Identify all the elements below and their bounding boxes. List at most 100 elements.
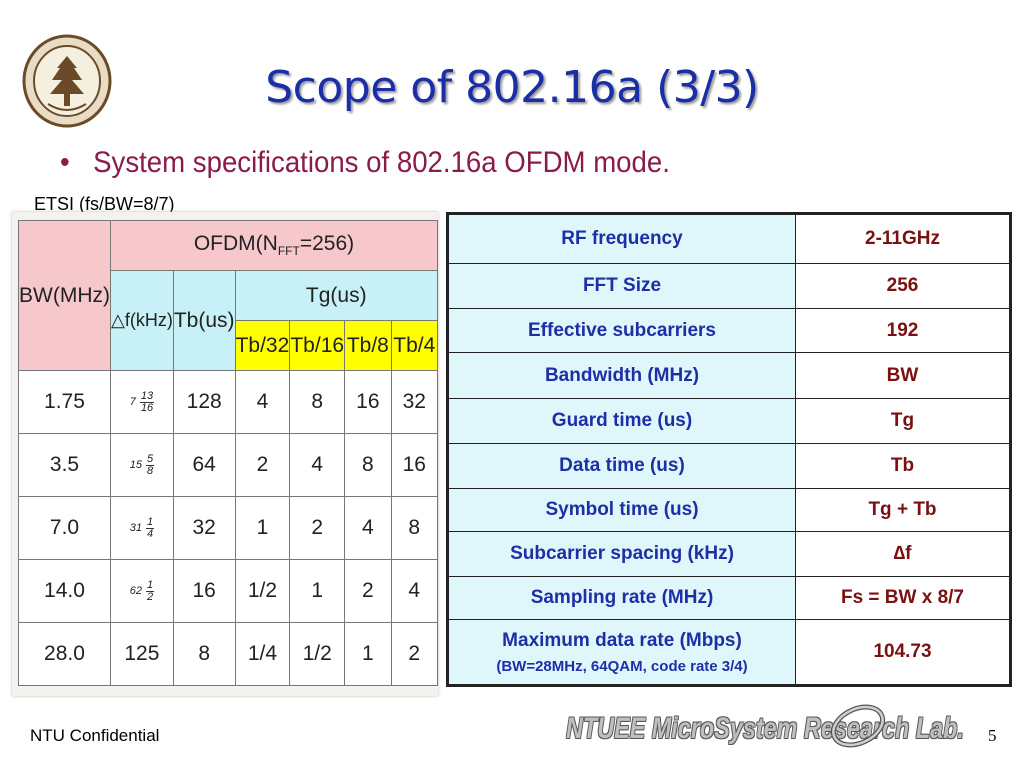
footer-confidential: NTU Confidential <box>30 726 160 745</box>
cell-bw: 3.5 <box>18 433 111 497</box>
cell-tg: 1/2 <box>234 559 291 623</box>
ofdm-parameter-table-image: BW(MHz) OFDM(NFFT=256) △f(kHz) Tb(us) Tg… <box>12 212 439 696</box>
cell-delta-f: 125 <box>109 622 174 686</box>
spec-key: RF frequency <box>447 213 796 264</box>
df-whole: 62 <box>129 585 142 598</box>
cell-delta-f: 15 5 8 <box>109 433 174 497</box>
cell-tg: 1/4 <box>234 622 291 686</box>
spec-key: Subcarrier spacing (kHz) <box>447 531 796 577</box>
cell-tg: 16 <box>344 370 392 434</box>
spec-value: Tg + Tb <box>795 488 1011 532</box>
header-tg: Tg(us) <box>234 270 439 321</box>
bullet-item: • System specifications of 802.16a OFDM m… <box>60 146 670 180</box>
cell-tg: 2 <box>344 559 392 623</box>
df-denominator: 16 <box>140 401 154 414</box>
spec-row: Guard time (us) Tg <box>447 398 1011 444</box>
df-whole: 7 <box>129 396 136 409</box>
cell-tg: 8 <box>344 433 392 497</box>
university-seal-logo <box>22 34 112 128</box>
cell-bw: 28.0 <box>18 622 111 686</box>
cell-tb: 64 <box>172 433 236 497</box>
cell-tg: 2 <box>390 622 439 686</box>
bullet-marker: • <box>60 146 70 179</box>
spec-row: FFT Size 256 <box>447 263 1011 309</box>
header-delta-f: △f(kHz) <box>109 270 174 371</box>
cell-delta-f: 62 1 2 <box>109 559 174 623</box>
table-row: 14.0 62 1 2 16 1/2 1 2 4 <box>18 559 439 623</box>
cell-tg: 32 <box>390 370 439 434</box>
cell-tb: 32 <box>172 496 236 560</box>
spec-key-cell: Maximum data rate (Mbps) (BW=28MHz, 64QA… <box>447 619 796 686</box>
etsi-label: ETSI (fs/BW=8/7) <box>34 194 175 214</box>
lab-logo-text: NTUEE MicroSystem Research Lab. <box>566 712 964 745</box>
cell-tg: 4 <box>390 559 439 623</box>
spec-row: Subcarrier spacing (kHz) ∆f <box>447 531 1011 577</box>
spec-value: 2-11GHz <box>795 213 1011 264</box>
cell-tg: 2 <box>289 496 346 560</box>
header-ofdm-suffix: =256) <box>299 232 355 256</box>
cell-bw: 14.0 <box>18 559 111 623</box>
cell-tg: 4 <box>234 370 291 434</box>
spec-row: RF frequency 2-11GHz <box>447 213 1011 264</box>
spec-value: BW <box>795 352 1011 399</box>
spec-row: Symbol time (us) Tg + Tb <box>447 488 1011 532</box>
cell-delta-f: 31 1 4 <box>109 496 174 560</box>
df-fraction: 13 16 <box>139 390 155 414</box>
cell-tg: 4 <box>289 433 346 497</box>
header-tb: Tb(us) <box>172 270 236 371</box>
spec-key: Symbol time (us) <box>447 488 796 532</box>
header-ofdm-subscript: FFT <box>277 244 300 259</box>
df-numerator: 5 <box>145 452 155 466</box>
cell-tg: 8 <box>289 370 346 434</box>
lab-logo-ring-icon <box>830 704 886 748</box>
spec-key: FFT Size <box>447 263 796 309</box>
spec-row: Bandwidth (MHz) BW <box>447 352 1011 399</box>
table-row: 7.0 31 1 4 32 1 2 4 8 <box>18 496 439 560</box>
cell-tg: 1/2 <box>289 622 346 686</box>
cell-bw: 1.75 <box>18 370 111 434</box>
spec-value: Tb <box>795 443 1011 489</box>
spec-row: Effective subcarriers 192 <box>447 308 1011 353</box>
cell-tb: 16 <box>172 559 236 623</box>
df-denominator: 4 <box>146 527 154 540</box>
header-ofdm-prefix: OFDM(N <box>193 232 278 256</box>
df-whole: 31 <box>129 522 142 535</box>
spec-table: RF frequency 2-11GHz FFT Size 256 Effect… <box>446 212 1012 687</box>
spec-row: Sampling rate (MHz) Fs = BW x 8/7 <box>447 576 1011 620</box>
spec-value: 256 <box>795 263 1011 309</box>
header-tg-col: Tb/32 <box>234 320 291 371</box>
table-row: 1.75 7 13 16 128 4 8 16 32 <box>18 370 439 434</box>
table-row: 28.0 125 8 1/4 1/2 1 2 <box>18 622 439 686</box>
cell-tg: 1 <box>344 622 392 686</box>
spec-key: Maximum data rate (Mbps) <box>502 629 742 651</box>
cell-tg: 2 <box>234 433 291 497</box>
spec-row: Maximum data rate (Mbps) (BW=28MHz, 64QA… <box>447 619 1011 686</box>
cell-tg: 4 <box>344 496 392 560</box>
cell-bw: 7.0 <box>18 496 111 560</box>
spec-row: Data time (us) Tb <box>447 443 1011 489</box>
spec-value: 192 <box>795 308 1011 353</box>
header-tg-col: Tb/16 <box>289 320 346 371</box>
cell-tg: 1 <box>234 496 291 560</box>
header-ofdm: OFDM(NFFT=256) <box>109 220 439 271</box>
cell-tg: 1 <box>289 559 346 623</box>
spec-key: Data time (us) <box>447 443 796 489</box>
spec-key-note: (BW=28MHz, 64QAM, code rate 3/4) <box>496 657 748 675</box>
spec-value: Tg <box>795 398 1011 444</box>
bullet-text: System specifications of 802.16a OFDM mo… <box>93 146 670 179</box>
header-tg-col: Tb/8 <box>344 320 392 371</box>
spec-value: ∆f <box>795 531 1011 577</box>
table-row: 3.5 15 5 8 64 2 4 8 16 <box>18 433 439 497</box>
df-numerator: 1 <box>145 578 155 592</box>
header-tg-col: Tb/4 <box>390 320 439 371</box>
cell-tb: 128 <box>172 370 236 434</box>
spec-key: Bandwidth (MHz) <box>447 352 796 399</box>
cell-tg: 8 <box>390 496 439 560</box>
cell-delta-f: 7 13 16 <box>109 370 174 434</box>
ofdm-parameter-table: BW(MHz) OFDM(NFFT=256) △f(kHz) Tb(us) Tg… <box>18 220 439 686</box>
df-denominator: 8 <box>146 464 154 477</box>
cell-tb: 8 <box>172 622 236 686</box>
